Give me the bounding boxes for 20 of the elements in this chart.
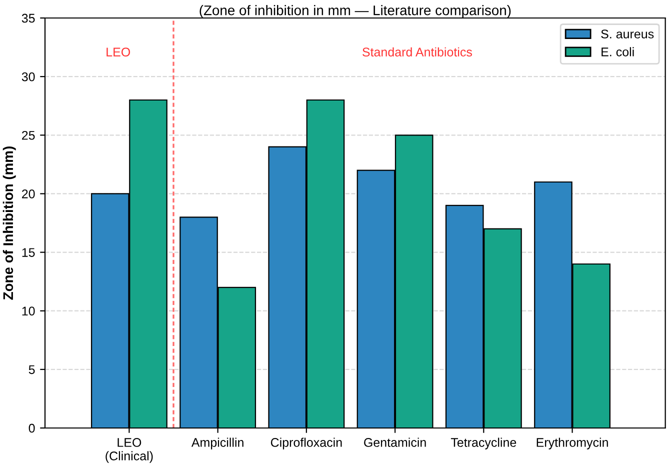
legend-label: E. coli: [602, 47, 634, 56]
y-tick-label: 15: [22, 248, 35, 257]
y-tick-label: 10: [22, 306, 35, 316]
annotation: LEO: [106, 48, 130, 56]
x-tick-label: LEO (Clinical): [106, 438, 153, 463]
y-tick-label: 20: [22, 190, 35, 198]
x-tick-label: Ampicillin: [191, 438, 244, 450]
x-tick-label: Gentamicin: [364, 438, 426, 447]
y-tick-label: 25: [22, 130, 35, 140]
y-tick-label: 0: [28, 424, 35, 433]
y-tick-label: 35: [22, 14, 35, 23]
x-tick-label: Ciprofloxacin: [270, 438, 342, 450]
y-tick-label: 30: [22, 72, 35, 82]
legend-label: S. aureus: [601, 30, 654, 38]
chart-title: (Zone of inhibition in mm — Literature comparison): [200, 5, 511, 18]
y-axis-title: Zone of Inhibition (mm): [2, 146, 16, 300]
x-tick-label: Tetracycline: [450, 438, 516, 450]
y-tick-label: 5: [28, 365, 35, 374]
x-tick-label: Erythromycin: [536, 438, 608, 450]
annotation: Standard Antibiotics: [362, 47, 472, 56]
